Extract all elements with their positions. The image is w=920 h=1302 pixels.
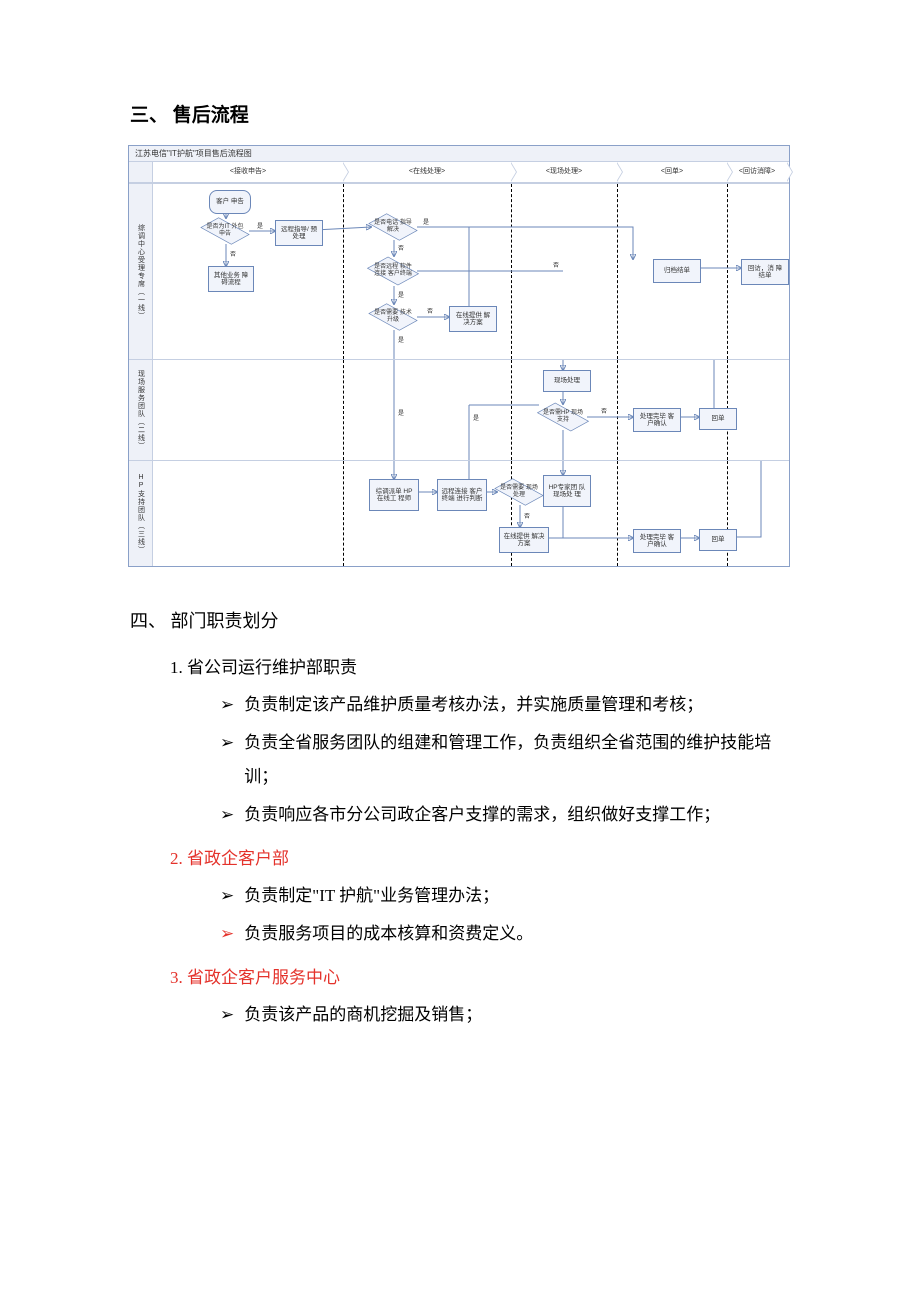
- bullet-arrow-icon: ➢: [220, 726, 234, 760]
- node-process: 处理完毕 客户确认: [633, 408, 681, 432]
- node-process: 归档结单: [653, 259, 701, 283]
- svg-text:否: 否: [553, 262, 559, 269]
- bullet-text: 负责该产品的商机挖掘及销售；: [244, 998, 790, 1032]
- lane-2: 是 是 否 现场处理 是否需HP 现场支持 处理完毕 客户确认 回单: [153, 359, 789, 460]
- bullet-item: ➢ 负责全省服务团队的组建和管理工作，负责组织全省范围的维护技能培训；: [220, 726, 790, 794]
- bullet-arrow-icon: ➢: [220, 998, 234, 1032]
- section4-body: 1. 省公司运行维护部职责 ➢ 负责制定该产品维护质量考核办法，并实施质量管理和考核…: [130, 653, 790, 1032]
- node-process: 在线提供 解决方案: [449, 306, 497, 332]
- node-process: 现场处理: [543, 370, 591, 392]
- phase-label: <现场处理>: [511, 162, 617, 182]
- node-process: 回单: [699, 408, 737, 430]
- node-start: 客户 申告: [209, 190, 251, 214]
- svg-text:是: 是: [398, 410, 404, 417]
- svg-text:是: 是: [423, 219, 429, 226]
- lane-3: 否 综调派单 HP在线工 程师 远程连接 客户终端 进行判断 是否需要 现场处理…: [153, 460, 789, 566]
- svg-text:否: 否: [524, 513, 530, 520]
- lane-label: 现场服务团队（二线）: [129, 359, 153, 460]
- section4-title: 四、 部门职责划分: [130, 607, 790, 633]
- phase-label: <回单>: [617, 162, 727, 182]
- numbered-item: 1. 省公司运行维护部职责: [170, 653, 790, 678]
- node-decision: 是否为IT 外包申告: [203, 218, 247, 244]
- bullet-item: ➢ 负责响应各市分公司政企客户支撑的需求，组织做好支撑工作；: [220, 798, 790, 832]
- chart-title: 江苏电信"IT护航"项目售后流程图: [129, 146, 789, 162]
- flowchart: 江苏电信"IT护航"项目售后流程图 <接收申告> <在线处理> <现场处理> <…: [128, 145, 790, 567]
- bullet-text: 负责响应各市分公司政企客户支撑的需求，组织做好支撑工作；: [244, 798, 790, 832]
- node-process: 回单: [699, 529, 737, 551]
- phase-label: <接收申告>: [153, 162, 343, 182]
- bullet-item: ➢ 负责制定"IT 护航"业务管理办法；: [220, 879, 790, 913]
- svg-text:是: 是: [398, 337, 404, 344]
- node-decision: 是否电话 指导解决: [371, 214, 415, 240]
- lane-label: 综调中心受理专席（一线）: [129, 183, 153, 359]
- bullet-item: ➢ 负责制定该产品维护质量考核办法，并实施质量管理和考核；: [220, 688, 790, 722]
- bullet-arrow-icon: ➢: [220, 879, 234, 913]
- bullet-arrow-icon: ➢: [220, 917, 234, 951]
- bullet-text: 负责服务项目的成本核算和资费定义。: [244, 917, 790, 951]
- section3-title: 三、 售后流程: [130, 100, 790, 127]
- phase-label: <回访消障>: [727, 162, 787, 182]
- svg-text:否: 否: [601, 408, 607, 415]
- bullet-arrow-icon: ➢: [220, 688, 234, 722]
- bullet-text: 负责制定"IT 护航"业务管理办法；: [244, 879, 790, 913]
- svg-text:是: 是: [257, 223, 263, 230]
- node-process: 在线提供 解决方案: [499, 527, 549, 553]
- bullet-text: 负责制定该产品维护质量考核办法，并实施质量管理和考核；: [244, 688, 790, 722]
- node-process: 综调派单 HP在线工 程师: [369, 479, 419, 511]
- node-process: 回访，消 障结单: [741, 259, 789, 285]
- numbered-item: 3. 省政企客户服务中心: [170, 963, 790, 988]
- numbered-item: 2. 省政企客户部: [170, 844, 790, 869]
- lane-1: 是 否 是 否 否 是 否: [153, 183, 789, 359]
- svg-text:否: 否: [230, 251, 236, 258]
- node-decision: 是否需要 技术升级: [371, 304, 415, 330]
- node-process: 其他业务 障碍流程: [208, 266, 254, 292]
- node-process: 远程指导/ 预处理: [275, 220, 323, 246]
- bullet-arrow-icon: ➢: [220, 798, 234, 832]
- svg-text:否: 否: [427, 308, 433, 315]
- svg-text:否: 否: [398, 245, 404, 252]
- phase-label: <在线处理>: [343, 162, 511, 182]
- bullet-item: ➢ 负责该产品的商机挖掘及销售；: [220, 998, 790, 1032]
- bullet-text: 负责全省服务团队的组建和管理工作，负责组织全省范围的维护技能培训；: [244, 726, 790, 794]
- svg-text:是: 是: [398, 292, 404, 299]
- node-process: 远程连接 客户终端 进行判断: [437, 479, 487, 511]
- node-process: 处理完毕 客户确认: [633, 529, 681, 553]
- node-decision: 是否需要 现场处理: [497, 479, 541, 505]
- svg-text:是: 是: [473, 415, 479, 422]
- lane-label: HP支持团队（三线）: [129, 460, 153, 566]
- bullet-item: ➢ 负责服务项目的成本核算和资费定义。: [220, 917, 790, 951]
- node-decision: 是否远程 软件连接 客户终端: [371, 256, 415, 286]
- node-process: HP专家团 队现场处 理: [543, 475, 591, 507]
- phase-header: <接收申告> <在线处理> <现场处理> <回单> <回访消障>: [129, 162, 789, 183]
- node-decision: 是否需HP 现场支持: [539, 404, 587, 430]
